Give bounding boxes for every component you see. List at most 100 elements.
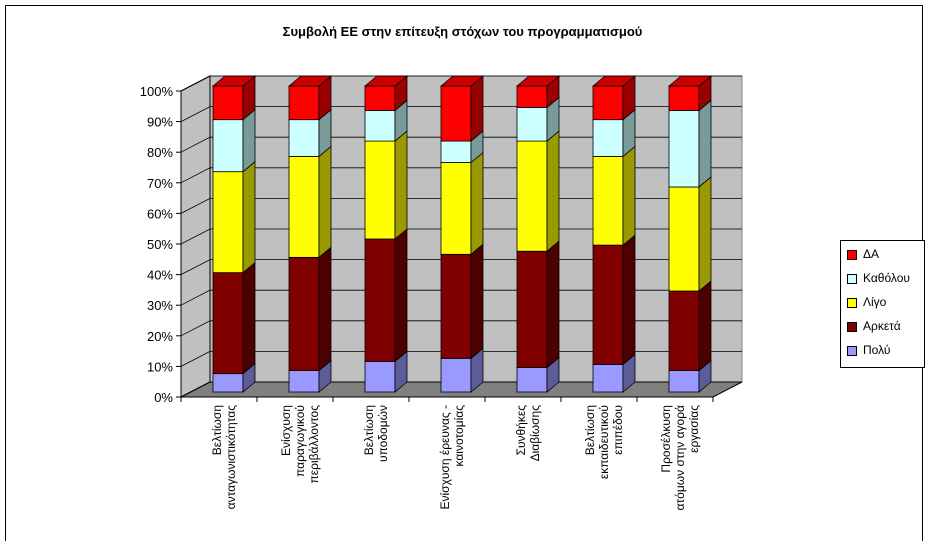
bar-segment-Αρκετά <box>364 238 396 362</box>
gridline <box>180 289 742 306</box>
bar-segment-Αρκετά <box>440 253 472 359</box>
bar-segment-Αρκετά <box>592 244 624 365</box>
bar-segment-Καθόλου-side <box>242 108 256 173</box>
bar-segment-ΔΑ <box>516 85 548 108</box>
bar-segment-Αρκετά-side <box>546 240 560 369</box>
legend-label: Λίγο <box>863 295 887 309</box>
legend-label: Πολύ <box>863 343 891 357</box>
bar-segment-Λίγο-side <box>470 151 484 256</box>
bar-segment-ΔΑ-top <box>667 75 713 87</box>
gridline <box>180 106 742 122</box>
legend: ΔΑ Καθόλου Λίγο Αρκετά Πολύ <box>840 240 925 368</box>
chart-title: Συμβολή ΕΕ στην επίτευξη στόχων του προγ… <box>282 24 643 39</box>
bar-segment-Λίγο <box>364 140 396 240</box>
gridline <box>180 259 742 275</box>
x-tick-label: Βελτίωσηυποδομών <box>362 405 390 462</box>
y-tick-label: 80% <box>147 145 173 160</box>
legend-swatch <box>847 322 857 332</box>
y-tick-label: 60% <box>147 206 173 221</box>
gridline <box>180 381 742 398</box>
bar-segment-Λίγο-side <box>242 160 256 274</box>
bar-segment-ΔΑ <box>440 85 472 142</box>
bar-segment-Λίγο-side <box>318 145 332 259</box>
bar-segment-Καθόλου <box>440 140 472 163</box>
bar-segment-Πολύ <box>668 370 700 393</box>
x-tick-label: Ενίσχυσηπαραγωγικούπεριβάλλοντος <box>279 405 321 484</box>
bar-segment-Αρκετά <box>212 272 244 375</box>
bar-segment-Καθόλου <box>592 119 624 157</box>
bar-segment-Αρκετά-side <box>318 246 332 372</box>
bar-segment-Λίγο-side <box>546 130 560 253</box>
y-tick-label: 30% <box>147 298 173 313</box>
bar-segment-ΔΑ <box>288 85 320 121</box>
gridline <box>180 167 742 184</box>
gridline <box>180 350 742 367</box>
bar-segment-ΔΑ-top <box>439 75 485 87</box>
y-tick-label: 40% <box>147 268 173 283</box>
bar-segment-Αρκετά-side <box>622 234 636 366</box>
bar-segment-Αρκετά <box>516 250 548 368</box>
bar-segment-ΔΑ-top <box>287 75 333 87</box>
bar-segment-ΔΑ <box>364 85 396 111</box>
x-tick-label: Ενίσχυση έρευνας -καινοτομίας <box>438 405 466 510</box>
bar-segment-Λίγο-side <box>394 130 408 240</box>
bar-segment-ΔΑ-top <box>363 75 409 87</box>
bar-segment-ΔΑ <box>592 85 624 121</box>
gridline <box>180 136 742 153</box>
x-tick-label: Βελτίωσηεκπαιδευτικούεπιπέδου <box>583 405 625 479</box>
x-tick-label: Βελτίωσηανταγωνιστικότητας <box>210 405 238 510</box>
bar-segment-Πολύ <box>592 364 624 393</box>
bar-segment-Καθόλου-side <box>698 99 712 188</box>
bar-segment-Λίγο <box>516 140 548 252</box>
legend-swatch <box>847 346 857 356</box>
bar-segment-Λίγο <box>592 155 624 246</box>
legend-swatch <box>847 274 857 284</box>
bar-segment-ΔΑ <box>212 85 244 121</box>
bar-segment-Καθόλου <box>364 110 396 142</box>
legend-label: ΔΑ <box>863 247 880 261</box>
bar-segment-Καθόλου <box>212 119 244 173</box>
y-tick-label: 100% <box>140 84 174 99</box>
y-tick-label: 70% <box>147 176 173 191</box>
gridline <box>180 320 742 337</box>
bar-segment-Λίγο <box>440 162 472 255</box>
bar-segment-ΔΑ-top <box>591 75 637 87</box>
bar-segment-Αρκετά-side <box>394 228 408 363</box>
y-tick-label: 20% <box>147 329 173 344</box>
bar-segment-Αρκετά-side <box>242 261 256 375</box>
bar-segment-Λίγο-side <box>698 176 712 292</box>
legend-label: Καθόλου <box>863 271 910 285</box>
x-tick-label: Προσέλκυσηατόμων στην αγοράεργασίας <box>659 405 701 511</box>
bar-segment-Καθόλου <box>668 110 700 188</box>
y-tick-label: 0% <box>154 390 173 405</box>
bar-segment-Πολύ <box>516 367 548 393</box>
gridline <box>180 197 742 214</box>
y-tick-label: 90% <box>147 115 173 130</box>
bar-segment-Καθόλου <box>516 107 548 142</box>
bar-segment-ΔΑ-side <box>470 75 484 142</box>
bar-segment-Αρκετά-side <box>698 280 712 372</box>
bar-segment-Λίγο <box>212 171 244 274</box>
bar-segment-Πολύ <box>364 360 396 393</box>
bar-segment-ΔΑ <box>668 85 700 111</box>
bar-segment-Πολύ <box>288 370 320 393</box>
bar-segment-ΔΑ-top <box>211 75 257 87</box>
legend-label: Αρκετά <box>863 319 901 333</box>
gridline <box>180 75 742 92</box>
bar-segment-Πολύ <box>440 357 472 393</box>
gridline <box>180 228 742 245</box>
bar-segment-Αρκετά <box>668 290 700 371</box>
bar-segment-Καθόλου <box>288 119 320 157</box>
bar-segment-Λίγο <box>668 186 700 292</box>
bar-segment-Λίγο-side <box>622 145 636 246</box>
x-tick-label: ΣυνθήκεςΔιαβίωσης <box>514 405 542 462</box>
bar-segment-Αρκετά <box>288 256 320 371</box>
legend-swatch <box>847 298 857 308</box>
bar-segment-Πολύ <box>212 373 244 393</box>
bar-segment-Αρκετά-side <box>470 243 484 360</box>
bar-segment-ΔΑ-top <box>515 75 561 87</box>
y-tick-label: 10% <box>147 359 173 374</box>
legend-swatch <box>847 250 857 260</box>
bar-segment-Λίγο <box>288 155 320 258</box>
